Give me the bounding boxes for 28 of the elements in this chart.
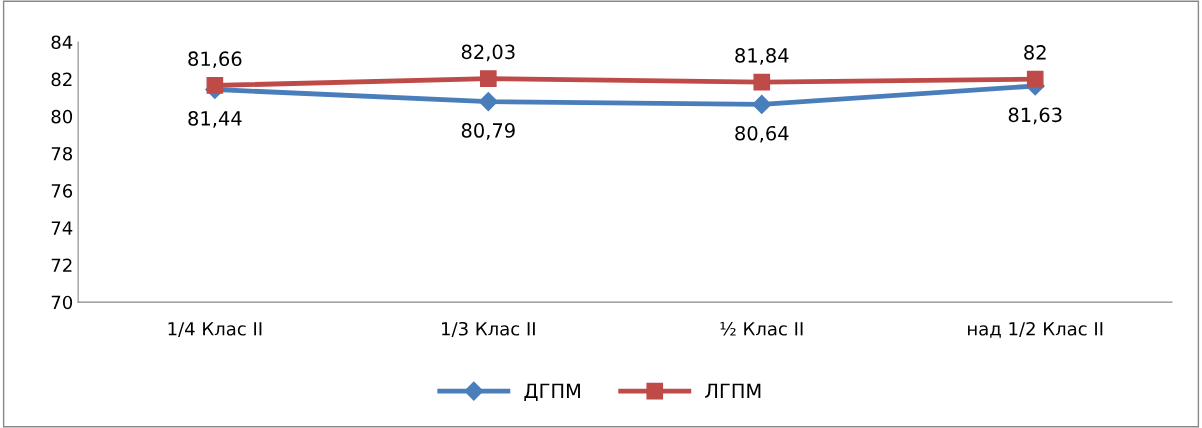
- y-tick-label: 78: [51, 146, 73, 161]
- legend-label: ДГПМ: [524, 383, 580, 401]
- point: [479, 70, 497, 87]
- point: [206, 77, 224, 94]
- y-tick-label: 72: [51, 258, 72, 272]
- x-tick-label: над 1/2 Клас II: [968, 321, 1103, 338]
- point: [753, 73, 771, 91]
- y-tick-label: 70: [51, 295, 73, 310]
- x-tick-label: 1/3 Клас II: [442, 321, 535, 338]
- data-label: 81,66: [188, 51, 242, 69]
- point: [752, 94, 772, 114]
- data-label: 81,84: [735, 48, 789, 65]
- y-tick-label: 84: [51, 35, 73, 50]
- x-tick-label: ½ Клас II: [720, 321, 803, 336]
- legend-label: ЛГПМ: [705, 383, 761, 398]
- x-tick-label: 1/4 Клас II: [168, 322, 262, 338]
- y-tick-label: 82: [51, 72, 72, 87]
- y-tick-label: 76: [51, 184, 73, 198]
- data-label: 81,44: [188, 111, 242, 128]
- data-label: 82: [1024, 45, 1046, 60]
- y-tick-label: 80: [51, 109, 73, 124]
- point: [478, 92, 498, 112]
- data-label: 81,63: [1008, 107, 1062, 125]
- data-label: 82,03: [461, 44, 515, 62]
- data-label: 80,79: [461, 123, 515, 140]
- point: [1026, 70, 1044, 88]
- data-label: 80,64: [735, 125, 789, 143]
- y-tick-label: 74: [51, 221, 73, 235]
